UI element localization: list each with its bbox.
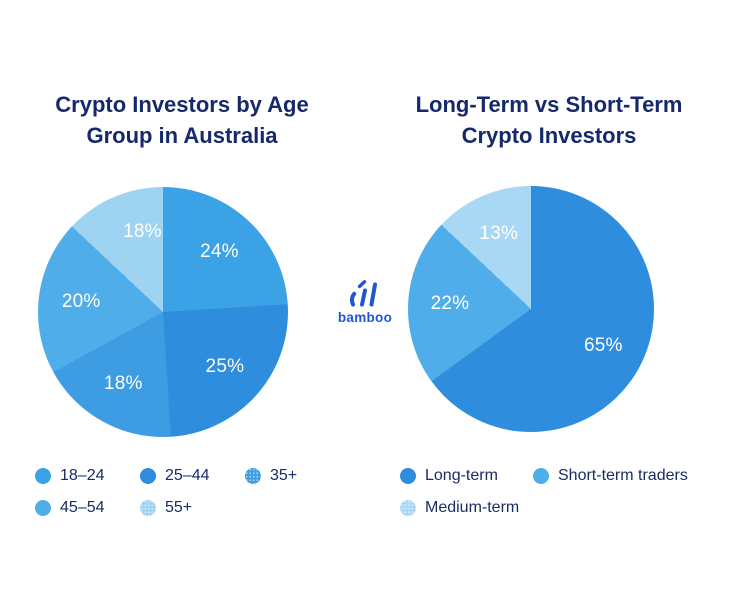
brand-name: bamboo (337, 310, 393, 325)
legend-item: Long-term (400, 466, 533, 486)
term-chart-section: Long-Term vs Short-Term Crypto Investors… (365, 0, 730, 612)
legend-dot-icon (400, 468, 416, 484)
legend-item: 25–44 (140, 466, 245, 486)
legend-label: 25–44 (165, 467, 210, 484)
legend-label: 35+ (270, 467, 298, 484)
pie-chart-age-group: 24% 25% 18% 20% 18% (38, 187, 288, 437)
legend-item: Short-term traders (533, 466, 688, 486)
legend-label: 18–24 (60, 467, 105, 484)
chart-title-term: Long-Term vs Short-Term Crypto Investors (415, 92, 683, 148)
legend-dot-icon (35, 468, 51, 484)
legend-dot-icon (533, 468, 549, 484)
chart-title-age-group: Crypto Investors by Age Group in Austral… (55, 92, 309, 148)
legend-age-group: 18–24 25–44 35+ 45–54 55+ (35, 466, 297, 518)
pie-slice-label: 65% (584, 334, 623, 356)
pie-slice-label: 25% (205, 355, 245, 377)
legend-label: Medium-term (425, 499, 520, 516)
legend-dot-icon (400, 500, 416, 516)
legend-dot-icon (140, 468, 156, 484)
pie-slice-label: 22% (430, 292, 470, 314)
legend-item: Medium-term (400, 498, 533, 518)
legend-item: 55+ (140, 498, 245, 518)
pie-slice-label: 18% (103, 373, 143, 395)
legend-dot-icon (140, 500, 156, 516)
legend-label: Short-term traders (558, 467, 688, 484)
pie-slice-label: 18% (123, 221, 162, 243)
pie-slice-label: 24% (200, 240, 239, 262)
brand-logo: bamboo (326, 280, 404, 325)
legend-item: 18–24 (35, 466, 140, 486)
pie-slice-label: 13% (479, 223, 519, 245)
pie-slice-label: 20% (61, 290, 101, 312)
legend-item: 35+ (245, 466, 297, 486)
age-group-chart-section: Crypto Investors by Age Group in Austral… (35, 92, 309, 518)
pie-chart-term: 65% 22% 13% (408, 186, 654, 432)
legend-label: 55+ (165, 499, 193, 516)
bamboo-logo-icon (349, 280, 377, 307)
legend-label: 45–54 (60, 499, 105, 516)
legend-item: 45–54 (35, 498, 140, 518)
legend-term: Long-term Short-term traders Medium-term (400, 466, 688, 518)
legend-dot-icon (35, 500, 51, 516)
legend-dot-icon (245, 468, 261, 484)
legend-label: Long-term (425, 467, 498, 484)
